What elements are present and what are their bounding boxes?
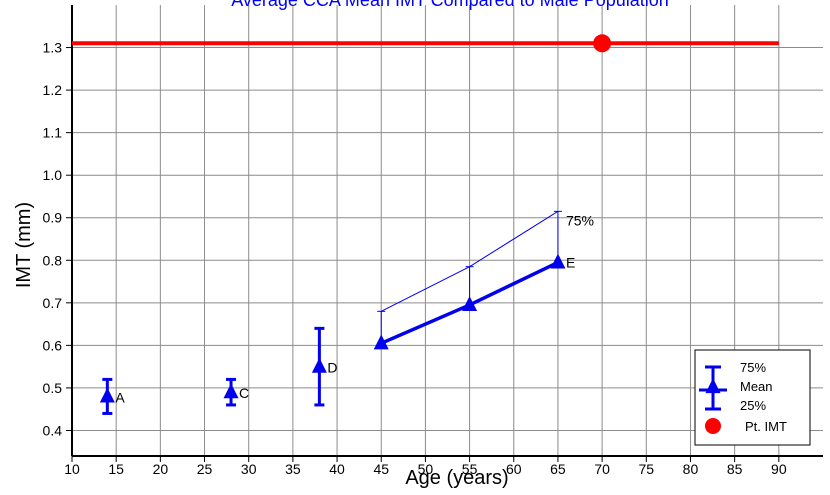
mean-marker: [311, 357, 327, 373]
y-ticks: 0.4 0.5 0.6 0.7 0.8 0.9 1.0 1.1 1.2 1.3: [43, 40, 72, 438]
x-tick-label: 60: [506, 461, 522, 477]
x-tick-label: 15: [108, 461, 124, 477]
y-tick-label: 0.9: [43, 210, 63, 226]
legend-icon-mean-triangle: [705, 378, 721, 394]
patient-imt-marker: [593, 34, 612, 53]
x-tick-label: 50: [418, 461, 434, 477]
error-point-c: C: [223, 377, 249, 407]
series-mean-marker: [550, 253, 566, 269]
x-tick-label: 35: [285, 461, 301, 477]
series-mean-marker: [462, 296, 478, 312]
y-tick-label: 1.1: [43, 125, 63, 141]
legend: 75% Mean 25% Pt. IMT: [694, 349, 811, 446]
y-tick-label: 0.8: [43, 252, 63, 268]
x-tick-label: 90: [771, 461, 787, 477]
x-tick-label: 75: [639, 461, 655, 477]
y-tick-label: 0.5: [43, 380, 63, 396]
series-75-label: 75%: [566, 212, 594, 228]
y-axis-title: IMT (mm): [13, 202, 35, 288]
x-tick-label: 45: [373, 461, 389, 477]
x-tick-label: 10: [64, 461, 80, 477]
x-tick-label: 40: [329, 461, 345, 477]
legend-label-lower-bar: 25%: [740, 398, 766, 413]
legend-label-circle: Pt. IMT: [745, 419, 787, 434]
y-tick-label: 0.4: [43, 422, 63, 438]
legend-icon-patient-circle: [705, 418, 721, 434]
mean-marker: [223, 383, 239, 399]
chart-title: Average CCA Mean IMT Compared to Male Po…: [231, 0, 669, 10]
mean-marker: [99, 387, 115, 403]
x-tick-label: 25: [197, 461, 213, 477]
y-tick-label: 0.7: [43, 295, 63, 311]
x-tick-label: 70: [594, 461, 610, 477]
point-label-e: E: [566, 254, 575, 270]
x-tick-label: 20: [153, 461, 169, 477]
legend-label-upper-bar: 75%: [740, 360, 766, 375]
y-tick-label: 1.3: [43, 40, 63, 56]
x-tick-label: 30: [241, 461, 257, 477]
x-tick-label: 55: [462, 461, 478, 477]
population-series: E 75%: [373, 210, 594, 350]
error-point-d: D: [311, 326, 338, 407]
y-tick-label: 1.0: [43, 167, 63, 183]
x-ticks: 10 15 20 25 30 35 40 45 50 55 60 65 70 75 80 85 90: [64, 456, 787, 477]
x-tick-label: 65: [550, 461, 566, 477]
point-label-a: A: [115, 389, 125, 405]
y-tick-label: 0.6: [43, 337, 63, 353]
x-axis-title: Age (years): [405, 467, 508, 489]
legend-label-triangle: Mean: [740, 379, 773, 394]
y-tick-label: 1.2: [43, 82, 63, 98]
x-tick-label: 85: [727, 461, 743, 477]
error-point-a: A: [99, 377, 125, 415]
point-label-c: C: [239, 385, 249, 401]
point-label-d: D: [327, 360, 337, 376]
series-mean-marker: [373, 334, 389, 350]
x-tick-label: 80: [683, 461, 699, 477]
error-points: A C D: [99, 326, 338, 415]
